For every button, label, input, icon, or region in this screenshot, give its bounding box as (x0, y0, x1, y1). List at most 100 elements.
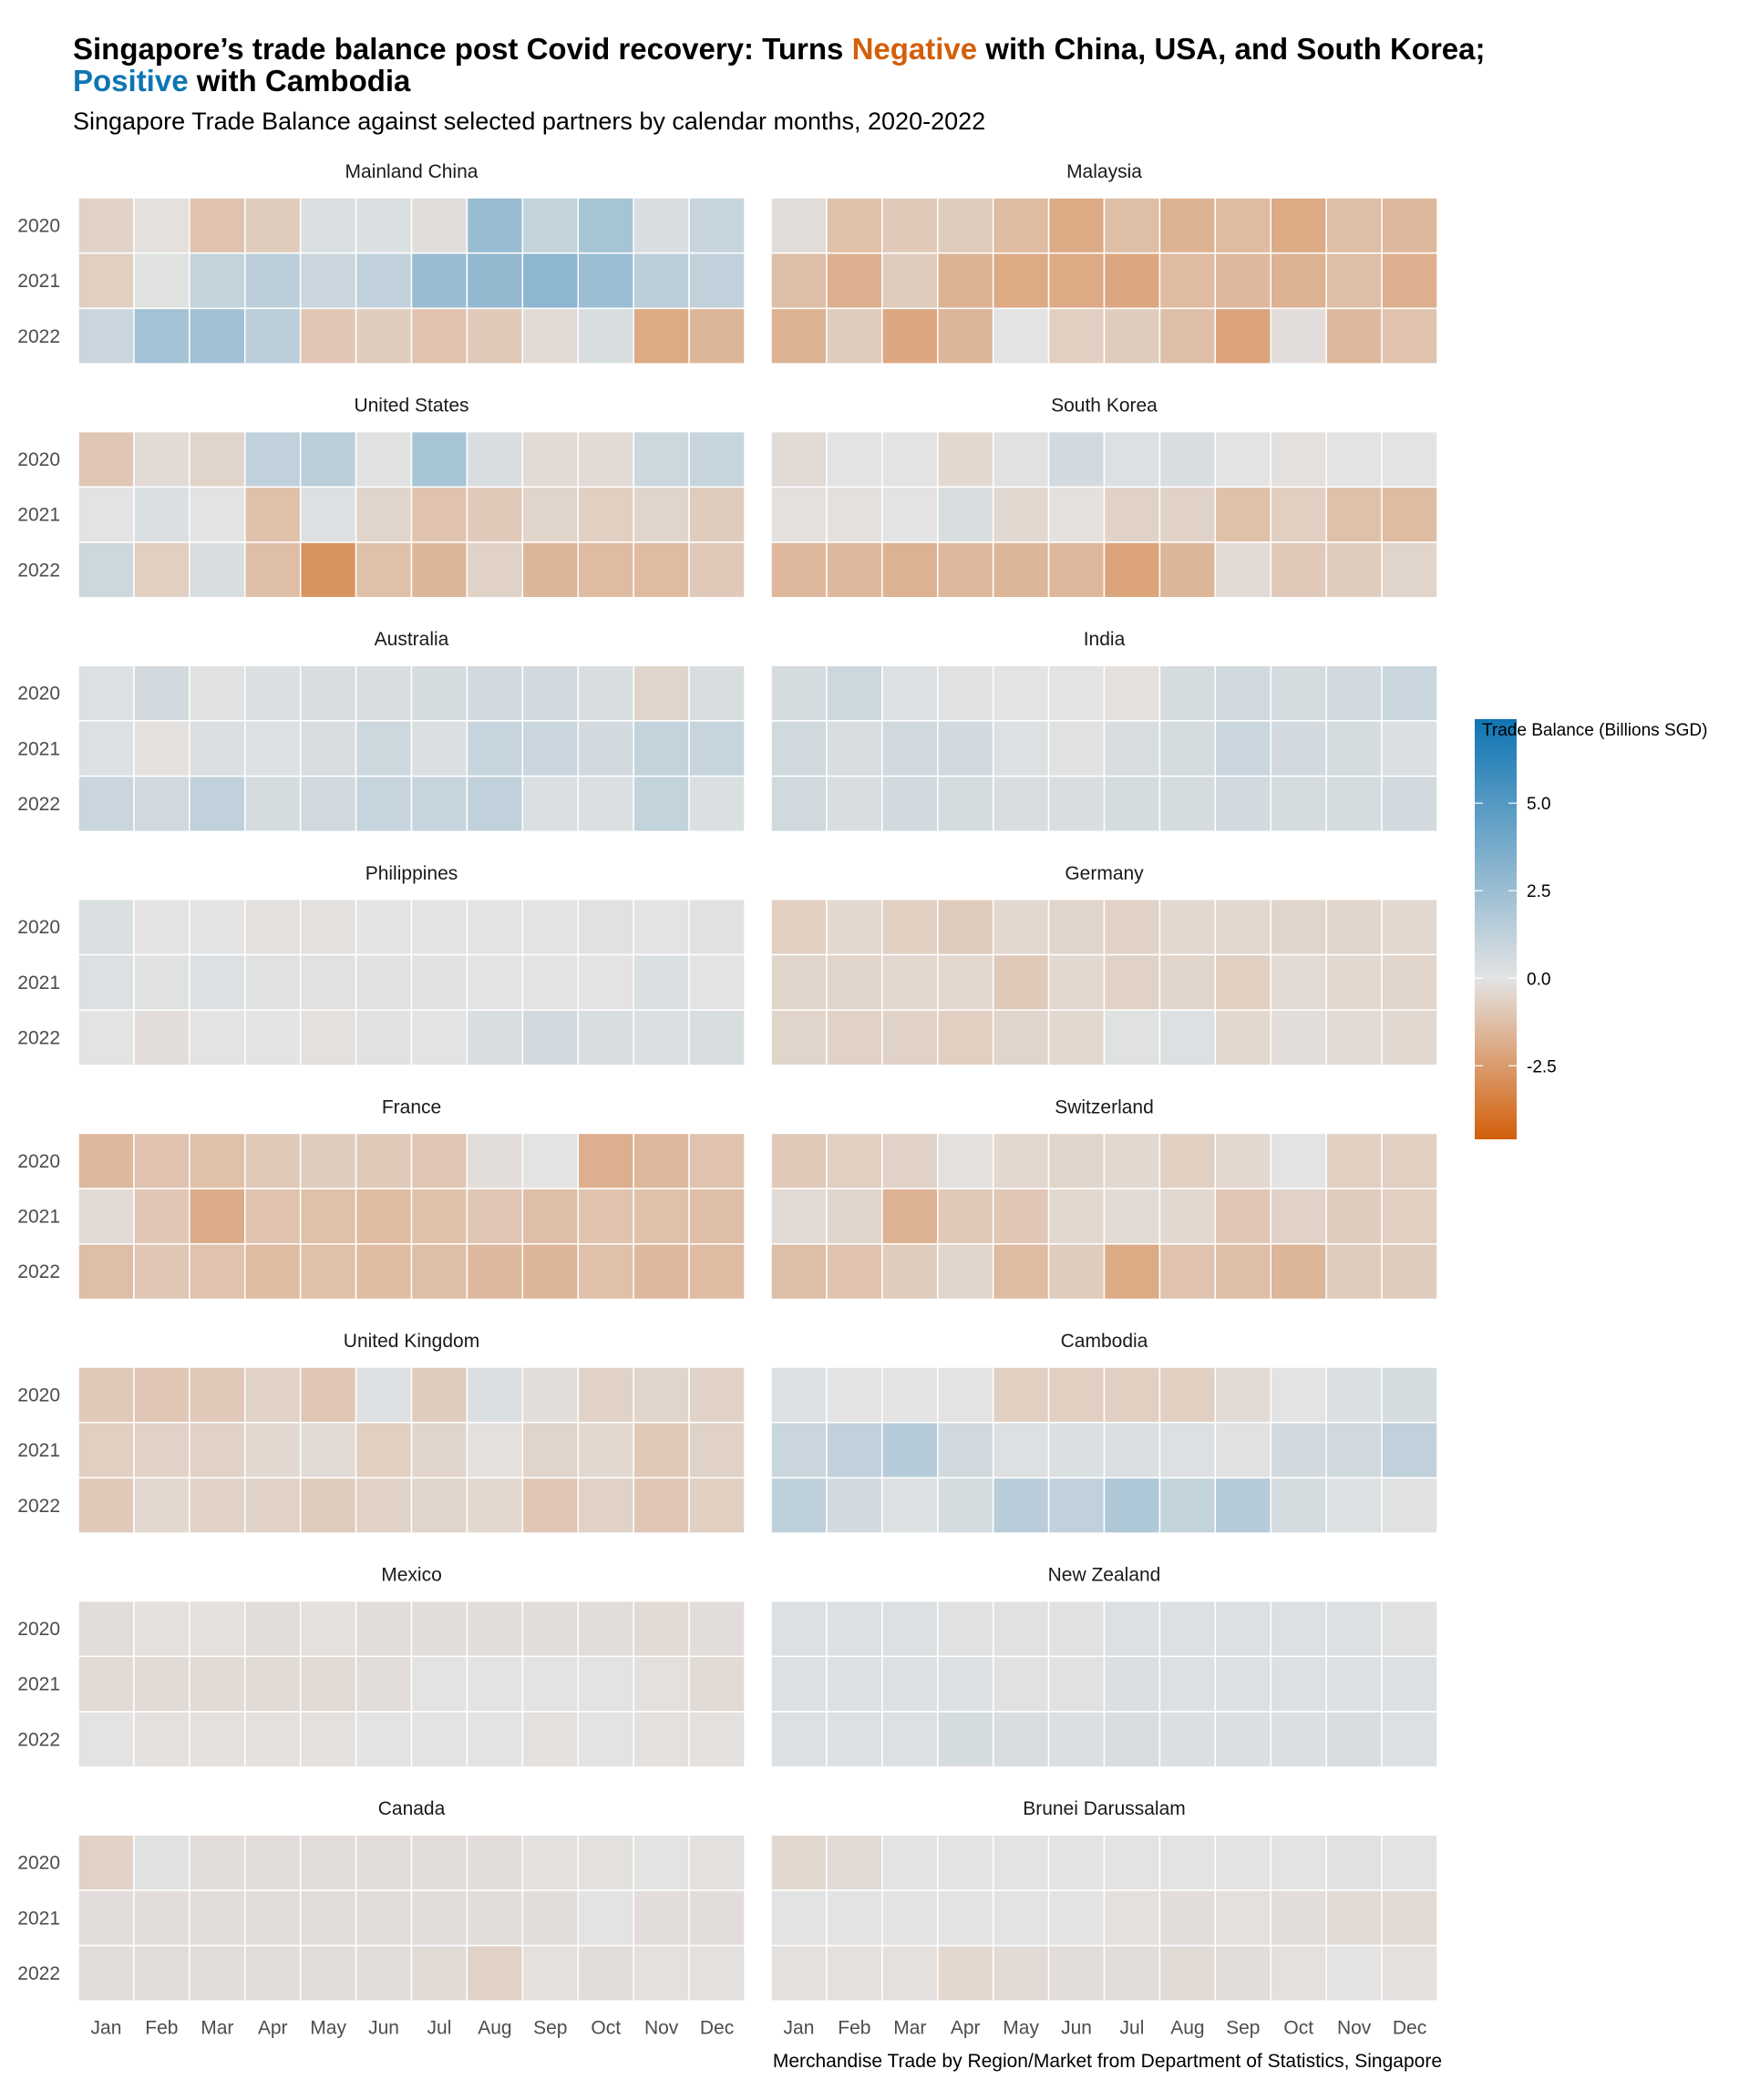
heatmap-cell: New Zealand May 2020: 0.1 (992, 1600, 1050, 1658)
heatmap-cell: New Zealand Jul 2021: 0.3 (1103, 1655, 1161, 1713)
heatmap-cell: Brunei Darussalam Nov 2020: 0.1 (1325, 1834, 1383, 1891)
heatmap-cell: Cambodia Oct 2022: 0.5 (1270, 1477, 1327, 1534)
panel-title: Brunei Darussalam (1023, 1798, 1186, 1819)
heatmap-cell: South Korea Jun 2021: -0.1 (1047, 486, 1106, 543)
x-tick-label: Dec (1393, 2017, 1426, 2038)
heatmap-cell: United States Oct 2020: -0.3 (577, 430, 634, 489)
heatmap-cell: Switzerland Dec 2021: -0.7 (1381, 1188, 1438, 1245)
heatmap-cell: India Jan 2022: 0.7 (770, 775, 828, 833)
heatmap-cell: Malaysia Dec 2021: -1.8 (1381, 252, 1438, 310)
heatmap-cell: France Feb 2022: -1 (133, 1243, 190, 1301)
heatmap-cell: Germany May 2022: -0.5 (992, 1009, 1050, 1066)
heatmap-cell: South Korea Jul 2021: -0.6 (1103, 486, 1161, 543)
heatmap-cell: Switzerland Aug 2020: -0.7 (1158, 1132, 1217, 1189)
heatmap-cell: Canada Oct 2020: -0.1 (577, 1834, 634, 1891)
heatmap-cell: Brunei Darussalam Oct 2021: -0.2 (1270, 1889, 1327, 1947)
heatmap-cell: New Zealand Jan 2021: 0.2 (770, 1655, 828, 1713)
heatmap-cell: Mainland China Dec 2021: 1.2 (688, 252, 746, 310)
heatmap-cell: Malaysia Oct 2022: -0.2 (1270, 307, 1327, 365)
heatmap-cell: Germany Aug 2021: -0.5 (1158, 953, 1217, 1011)
heatmap-cell: France Sep 2020: 0 (521, 1132, 579, 1189)
heatmap-cell: Switzerland Mar 2021: -1.7 (881, 1188, 939, 1245)
heatmap-cell: Canada Jul 2021: -0.2 (410, 1889, 468, 1947)
heatmap-cell: Cambodia May 2021: 0.2 (992, 1421, 1050, 1479)
heatmap-cell: Canada Jun 2021: -0.2 (355, 1889, 413, 1947)
heatmap-cell: United States Apr 2020: 1.2 (244, 430, 302, 489)
heatmap-cell: Mainland China Sep 2022: -0.3 (521, 307, 579, 365)
heatmap-cell: Australia Nov 2020: -0.5 (633, 664, 690, 722)
heatmap-cell: Philippines Nov 2021: 0.3 (633, 953, 690, 1011)
heatmap-cell: Switzerland May 2021: -1 (992, 1188, 1050, 1245)
heatmap-cell: Canada Feb 2020: 0.1 (133, 1834, 190, 1891)
heatmap-cell: Malaysia Aug 2021: -1.4 (1158, 252, 1217, 310)
heatmap-cell: South Korea Aug 2022: -1.6 (1158, 541, 1217, 599)
heatmap-cell: Philippines Sep 2021: 0 (521, 953, 579, 1011)
heatmap-cell: United States Sep 2022: -1.6 (521, 541, 579, 599)
heatmap-cell: Switzerland Aug 2021: -0.4 (1158, 1188, 1217, 1245)
heatmap-cell: Malaysia Nov 2022: -1.5 (1325, 307, 1383, 365)
heatmap-cell: United States Apr 2022: -1.3 (244, 541, 302, 599)
heatmap-cell: Malaysia Dec 2020: -1.5 (1381, 197, 1438, 254)
heatmap-cell: United States May 2022: -2.8 (299, 541, 357, 599)
heatmap-cell: India May 2021: 0.2 (992, 720, 1050, 777)
heatmap-cell: Malaysia Feb 2022: -0.8 (826, 307, 883, 365)
panel-south-korea: South KoreaSouth Korea Jan 2020: -0.3Sou… (770, 396, 1438, 599)
heatmap-cell: Philippines Dec 2020: 0.1 (688, 899, 746, 956)
heatmap-cell: United Kingdom Feb 2021: -0.6 (133, 1421, 190, 1479)
x-tick-label: Nov (1337, 2017, 1372, 2038)
heatmap-cell: Mainland China Oct 2022: 0.4 (577, 307, 634, 365)
heatmap-cell: Mexico Jan 2021: -0.3 (77, 1655, 135, 1713)
heatmap-cell: Switzerland Oct 2021: -0.6 (1270, 1188, 1327, 1245)
heatmap-cell: Canada Feb 2022: -0.2 (133, 1944, 190, 2002)
heatmap-cell: France Dec 2021: -1.3 (688, 1188, 746, 1245)
panel-title: Philippines (365, 863, 458, 884)
heatmap-cell: United Kingdom Jan 2022: -0.9 (77, 1477, 135, 1534)
heatmap-cell: Mainland China Feb 2021: 0.1 (133, 252, 190, 310)
heatmap-cell: United States Feb 2021: 0.3 (133, 486, 190, 543)
y-tick-label: 2022 (17, 560, 60, 581)
heatmap-cell: Germany Nov 2022: -0.3 (1325, 1009, 1383, 1066)
heatmap-cell: Switzerland Feb 2021: -0.5 (826, 1188, 883, 1245)
heatmap-cell: Switzerland Dec 2022: -0.8 (1381, 1243, 1438, 1301)
y-tick-label: 2020 (17, 1385, 60, 1405)
heatmap-cell: United Kingdom Aug 2022: -0.4 (466, 1477, 524, 1534)
heatmap-cell: France Jul 2020: -1 (410, 1132, 468, 1189)
heatmap-cell: India Feb 2020: 0.8 (826, 664, 883, 722)
heatmap-cell: India Jun 2021: 0.1 (1047, 720, 1106, 777)
heatmap-cell: France Feb 2020: -1.1 (133, 1132, 190, 1189)
heatmap-cell: United Kingdom Jan 2020: -0.9 (77, 1366, 135, 1424)
heatmap-cell: Canada Apr 2020: -0.2 (244, 1834, 302, 1891)
heatmap-cell: Mainland China Apr 2021: 1.4 (244, 252, 302, 310)
heatmap-cell: Switzerland Jun 2020: -0.5 (1047, 1132, 1106, 1189)
heatmap-cell: Mexico Nov 2022: -0.1 (633, 1711, 690, 1768)
heatmap-cell: United States Jun 2021: -0.5 (355, 486, 413, 543)
heatmap-cell: Australia Apr 2021: 0.2 (244, 720, 302, 777)
heatmap-cell: United Kingdom Mar 2021: -0.6 (189, 1421, 246, 1479)
heatmap-cell: Mexico Oct 2022: 0 (577, 1711, 634, 1768)
heatmap-cell: Switzerland Apr 2020: -0.1 (937, 1132, 994, 1189)
heatmap-cell: India Aug 2021: 0.5 (1158, 720, 1217, 777)
heatmap-cell: Switzerland Jun 2021: -0.4 (1047, 1188, 1106, 1245)
heatmap-cell: New Zealand Jan 2020: 0.2 (770, 1600, 828, 1658)
heatmap-cell: India Feb 2021: 0.4 (826, 720, 883, 777)
chart-title-part2: with China, USA, and South Korea; (977, 32, 1486, 66)
heatmap-cell: Mainland China Jun 2022: -0.8 (355, 307, 413, 365)
heatmap-cell: Germany Jul 2020: -0.6 (1103, 899, 1161, 956)
heatmap-cell: Brunei Darussalam Nov 2022: 0 (1325, 1944, 1383, 2002)
heatmap-cell: Philippines May 2022: -0.1 (299, 1009, 357, 1066)
panel-title: Switzerland (1055, 1096, 1154, 1117)
heatmap-cell: United States Nov 2022: -1.4 (633, 541, 690, 599)
legend-tick-label: 2.5 (1527, 882, 1550, 901)
heatmap-cell: United Kingdom Feb 2020: -1 (133, 1366, 190, 1424)
heatmap-cell: India Apr 2022: 0.5 (937, 775, 994, 833)
y-tick-label: 2021 (17, 1674, 60, 1695)
heatmap-cell: Cambodia Oct 2020: 0 (1270, 1366, 1327, 1424)
heatmap-cell: India Dec 2020: 0.9 (1381, 664, 1438, 722)
heatmap-cell: United Kingdom Mar 2022: -0.6 (189, 1477, 246, 1534)
heatmap-cell: Mainland China Nov 2020: 0.4 (633, 197, 690, 254)
heatmap-cell: United States Dec 2020: 1 (688, 430, 746, 489)
heatmap-cell: South Korea Nov 2020: 0 (1325, 430, 1383, 489)
heatmap-cell: Australia Oct 2022: 0.3 (577, 775, 634, 833)
heatmap-cell: New Zealand Oct 2020: 0.2 (1270, 1600, 1327, 1658)
heatmap-cell: Mainland China Aug 2022: -0.9 (466, 307, 524, 365)
